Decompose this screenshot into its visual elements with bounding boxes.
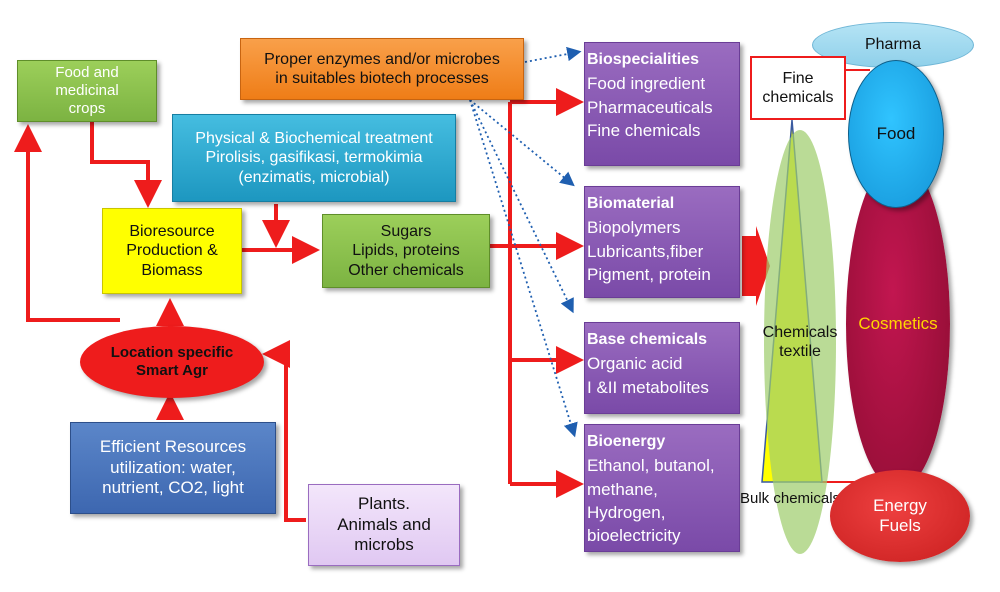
biomaterial-item: Lubricants,fiber bbox=[587, 241, 704, 261]
base-chemicals-item: Organic acid bbox=[587, 354, 683, 374]
sugars-line-3: Other chemicals bbox=[348, 261, 464, 279]
plants-line-2: Animals and bbox=[337, 514, 431, 534]
treatment-line-1: Physical & Biochemical treatment bbox=[195, 130, 433, 148]
bioresource-line-1: Bioresource bbox=[129, 223, 215, 241]
pharma-label: Pharma bbox=[864, 36, 922, 54]
cosmetics-label: Cosmetics bbox=[858, 313, 938, 333]
treatment-line-3: (enzimatis, microbial) bbox=[238, 168, 390, 186]
sugars-line-1: Sugars bbox=[380, 223, 432, 241]
efficient-line-3: nutrient, CO2, light bbox=[102, 478, 244, 498]
enzymes-box: Proper enzymes and/or microbes in suitab… bbox=[240, 38, 524, 100]
energy-line-2: Fuels bbox=[879, 516, 921, 535]
dotted-to-basechem bbox=[469, 99, 574, 314]
bioenergy-item: Hydrogen, bbox=[587, 502, 666, 522]
food-crops-line-3: crops bbox=[68, 100, 106, 117]
dotted-to-biomaterial bbox=[469, 99, 575, 187]
treatment-line-2: Pirolisis, gasifikasi, termokimia bbox=[205, 149, 423, 167]
bioresource-box: Bioresource Production & Biomass bbox=[102, 208, 242, 294]
sugars-box: Sugars Lipids, proteins Other chemicals bbox=[322, 214, 490, 288]
plants-line-1: Plants. bbox=[358, 494, 410, 514]
dotted-to-bioenergy bbox=[469, 99, 578, 438]
biospecialities-box: Biospecialities Food ingredient Pharmace… bbox=[584, 42, 740, 166]
enzymes-line-1: Proper enzymes and/or microbes bbox=[264, 50, 500, 68]
biomaterial-item: Biopolymers bbox=[587, 218, 681, 238]
biomaterial-title: Biomaterial bbox=[587, 195, 675, 212]
biospecialities-title: Biospecialities bbox=[587, 51, 700, 68]
biospecialities-item: Pharmaceuticals bbox=[587, 97, 713, 117]
food-label: Food bbox=[876, 123, 916, 143]
food-crops-box: Food and medicinal crops bbox=[17, 60, 157, 122]
smart-agr-line-1: Location specific bbox=[110, 344, 234, 361]
bioenergy-item: bioelectricity bbox=[587, 526, 681, 546]
bioenergy-item: Ethanol, butanol, bbox=[587, 456, 715, 476]
dotted-to-biospecialities bbox=[524, 46, 582, 63]
enzymes-line-2: in suitables biotech processes bbox=[275, 70, 489, 87]
food-crops-line-2: medicinal bbox=[55, 82, 119, 99]
efficient-line-1: Efficient Resources bbox=[99, 437, 247, 457]
efficient-line-2: utilization: water, bbox=[110, 457, 236, 477]
biospecialities-item: Fine chemicals bbox=[587, 120, 701, 140]
bioenergy-title: Bioenergy bbox=[587, 433, 666, 450]
fine-chemicals-line-1: Fine bbox=[782, 69, 814, 87]
smart-agr-ellipse: Location specific Smart Agr bbox=[80, 326, 264, 398]
chemicals-textile-ellipse: Chemicals textile bbox=[762, 130, 838, 554]
smart-agr-line-2: Smart Agr bbox=[136, 362, 208, 379]
energy-fuels-ellipse: Energy Fuels bbox=[830, 470, 970, 562]
treatment-box: Physical & Biochemical treatment Pirolis… bbox=[172, 114, 456, 202]
fine-chemicals-line-2: chemicals bbox=[762, 89, 834, 106]
biomaterial-box: Biomaterial Biopolymers Lubricants,fiber… bbox=[584, 186, 740, 298]
bioresource-line-2: Production & bbox=[126, 242, 218, 260]
plants-box: Plants. Animals and microbs bbox=[308, 484, 460, 566]
fine-chemicals-box: Fine chemicals bbox=[750, 56, 846, 120]
biomaterial-item: Pigment, protein bbox=[587, 264, 711, 284]
arrow-smart-to-crops bbox=[13, 124, 120, 322]
chemicals-textile-line-2: textile bbox=[779, 343, 821, 360]
base-chemicals-item: I &II metabolites bbox=[587, 377, 709, 397]
arrow-plants-to-smart bbox=[262, 340, 306, 522]
bioresource-line-3: Biomass bbox=[141, 261, 203, 279]
energy-line-1: Energy bbox=[873, 495, 927, 515]
cosmetics-ellipse: Cosmetics bbox=[846, 158, 950, 490]
base-chemicals-title: Base chemicals bbox=[587, 331, 708, 348]
arrow-crops-to-bioresource bbox=[90, 122, 162, 208]
bulk-chemicals-label: Bulk chemicals bbox=[740, 490, 840, 507]
base-chemicals-box: Base chemicals Organic acid I &II metabo… bbox=[584, 322, 740, 414]
bioenergy-item: methane, bbox=[587, 479, 658, 499]
biospecialities-item: Food ingredient bbox=[587, 74, 706, 94]
plants-line-3: microbs bbox=[354, 535, 414, 555]
efficient-resources-box: Efficient Resources utilization: water, … bbox=[70, 422, 276, 514]
bioenergy-box: Bioenergy Ethanol, butanol, methane, Hyd… bbox=[584, 424, 740, 552]
food-ellipse: Food bbox=[848, 60, 944, 208]
chemicals-textile-line-1: Chemicals bbox=[762, 323, 838, 341]
sugars-line-2: Lipids, proteins bbox=[352, 242, 460, 260]
food-crops-line-1: Food and bbox=[55, 64, 119, 81]
big-red-arrow bbox=[742, 226, 770, 306]
